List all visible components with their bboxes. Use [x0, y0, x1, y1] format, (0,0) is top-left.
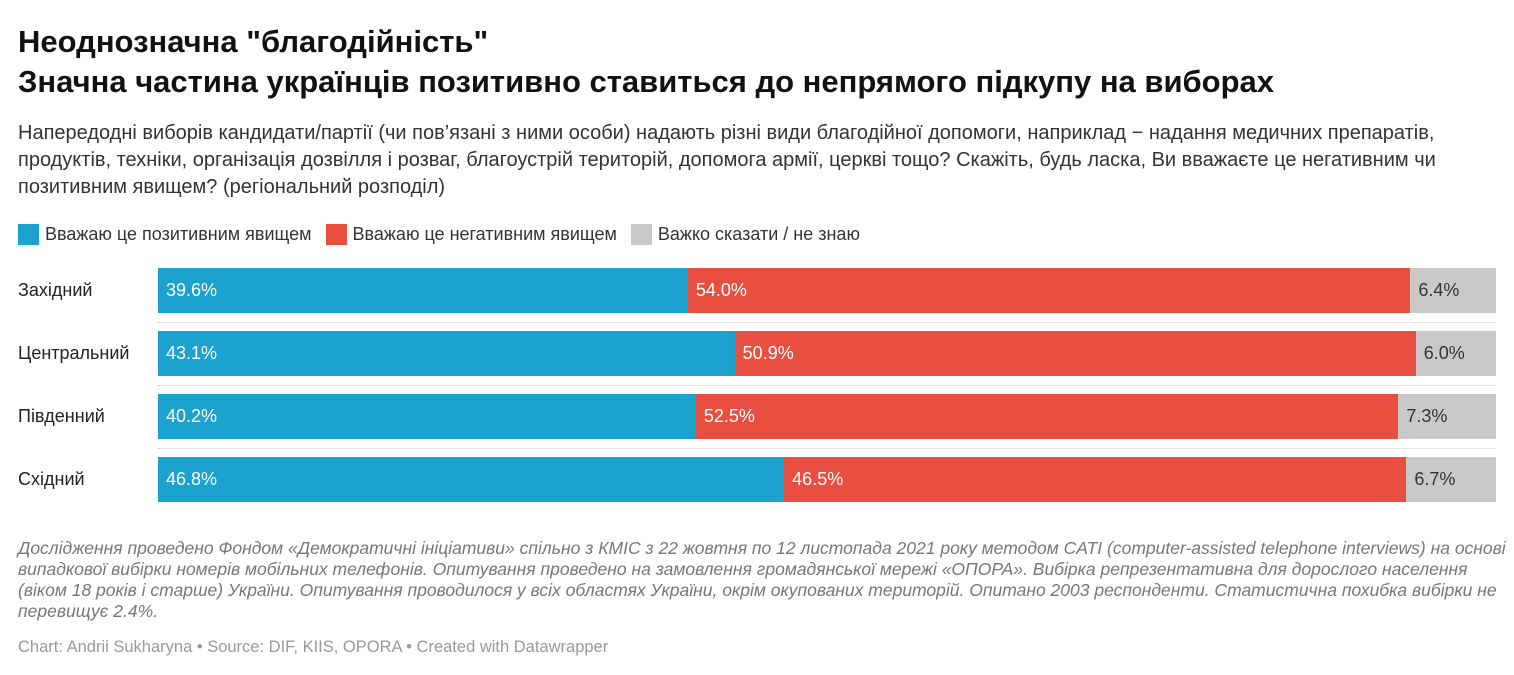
bar-row: Південний 40.2% 52.5% 7.3%: [0, 394, 1514, 439]
legend-swatch: [630, 224, 652, 245]
chart-description: Напередодні виборів кандидати/партії (чи…: [18, 122, 1436, 198]
title-line-1: Неоднозначна "благодійність": [18, 24, 489, 59]
category-label: Західний: [18, 280, 93, 300]
row-divider: [158, 322, 1496, 323]
bar-segment: 6.4%: [1410, 268, 1496, 313]
legend-label: Важко сказати / не знаю: [657, 224, 860, 244]
bar-segment: 54.0%: [687, 268, 1411, 313]
bar-row: Західний 39.6% 54.0% 6.4%: [0, 268, 1514, 313]
bar-segment: 43.1%: [158, 331, 735, 376]
legend-swatch: [325, 224, 347, 245]
chart-credit: Chart: Andrii Sukharyna • Source: DIF, K…: [18, 638, 609, 656]
bar-segment: 7.3%: [1398, 394, 1496, 439]
legend-item: Вважаю це позитивним явищем: [18, 224, 312, 245]
bar-segment: 39.6%: [158, 268, 688, 313]
bar-segment: 46.5%: [784, 457, 1407, 502]
bar-segment: 46.8%: [158, 457, 785, 502]
stacked-bar: 40.2% 52.5% 7.3%: [158, 394, 1496, 439]
bar-segment: 6.7%: [1406, 457, 1496, 502]
category-label: Центральний: [18, 343, 130, 363]
row-divider: [158, 385, 1496, 386]
row-divider: [158, 448, 1496, 449]
stacked-bar: 39.6% 54.0% 6.4%: [158, 268, 1496, 313]
legend-item: Важко сказати / не знаю: [630, 224, 860, 245]
legend-label: Вважаю це негативним явищем: [352, 224, 617, 244]
legend-swatch: [18, 224, 39, 245]
methodology-notes: Дослідження проведено Фондом «Демократич…: [18, 538, 1506, 621]
chart-title: Неоднозначна "благодійність" Значна част…: [18, 22, 1274, 102]
bar-segment: 52.5%: [695, 394, 1399, 439]
stacked-bar: 43.1% 50.9% 6.0%: [158, 331, 1496, 376]
legend-label: Вважаю це позитивним явищем: [45, 224, 312, 244]
stacked-bar: 46.8% 46.5% 6.7%: [158, 457, 1496, 502]
bar-row: Східний 46.8% 46.5% 6.7%: [0, 457, 1514, 502]
category-label: Східний: [18, 469, 85, 489]
legend: Вважаю це позитивним явищем Вважаю це нег…: [18, 224, 860, 245]
legend-item: Вважаю це негативним явищем: [325, 224, 617, 245]
bar-segment: 50.9%: [734, 331, 1416, 376]
bar-row: Центральний 43.1% 50.9% 6.0%: [0, 331, 1514, 376]
bar-segment: 6.0%: [1415, 331, 1496, 376]
bar-segment: 40.2%: [158, 394, 696, 439]
title-line-2: Значна частина українців позитивно стави…: [18, 64, 1275, 99]
category-label: Південний: [18, 406, 105, 426]
